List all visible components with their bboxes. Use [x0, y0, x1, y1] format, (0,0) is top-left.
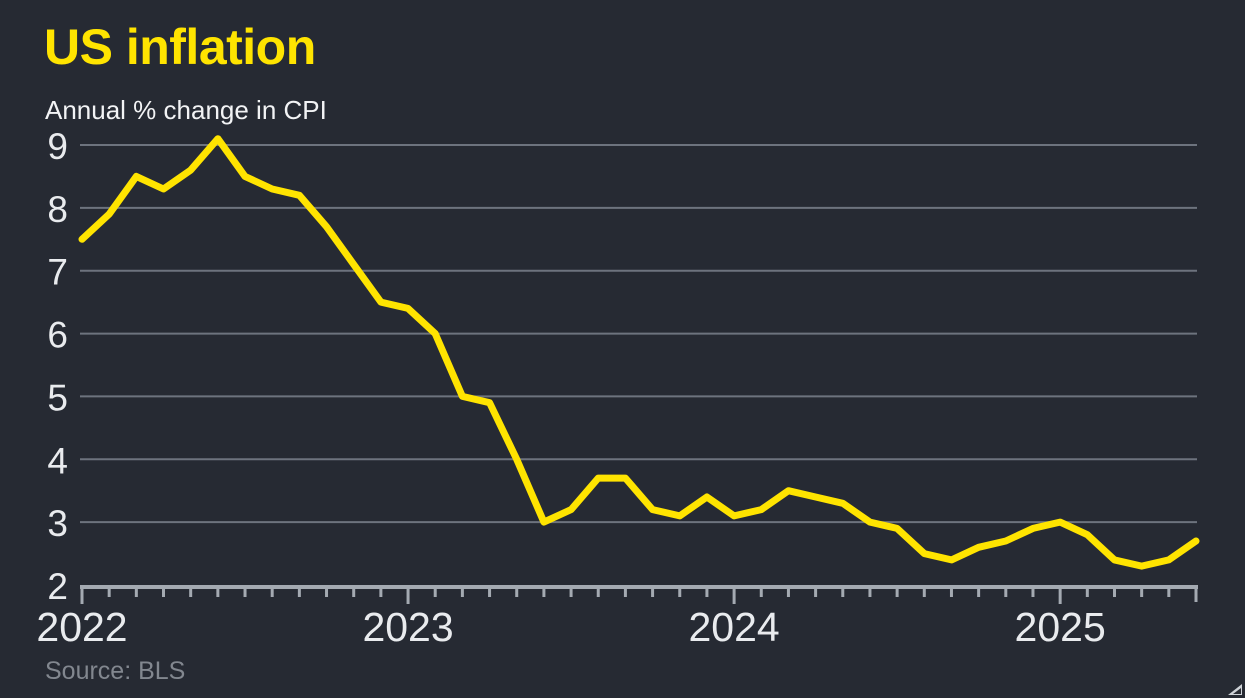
y-axis-label-3: 3: [47, 503, 68, 544]
y-axis-label-2: 2: [47, 566, 68, 607]
x-axis-label-2023: 2023: [362, 604, 453, 650]
source-note: Source: BLS: [45, 657, 186, 685]
corner-cursor-icon: [1228, 684, 1242, 695]
x-axis-label-2024: 2024: [688, 604, 779, 650]
y-axis-label-9: 9: [47, 126, 68, 167]
y-axis-label-8: 8: [47, 189, 68, 230]
y-axis-label-7: 7: [47, 252, 68, 293]
chart-title: US inflation: [44, 19, 316, 75]
chart-subtitle: Annual % change in CPI: [45, 95, 327, 125]
y-axis-label-5: 5: [47, 377, 68, 418]
x-axis-label-2025: 2025: [1015, 604, 1106, 650]
y-axis-label-6: 6: [47, 315, 68, 356]
cpi-line-series: [78, 135, 1200, 570]
y-axis-label-4: 4: [47, 440, 68, 481]
x-axis-label-2022: 2022: [36, 604, 127, 650]
